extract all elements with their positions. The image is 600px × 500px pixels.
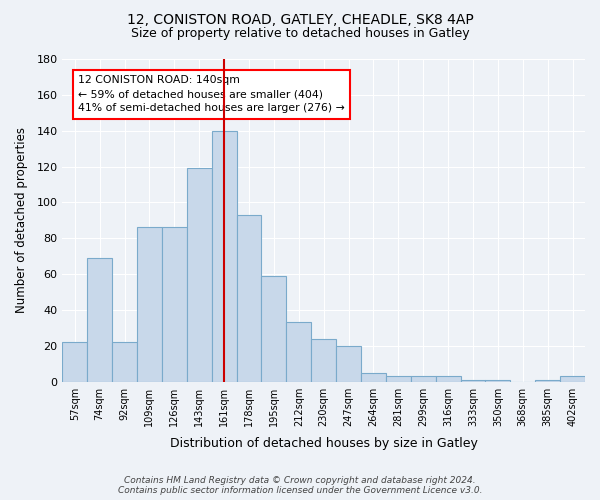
Bar	[87, 258, 112, 382]
Bar	[262, 276, 286, 382]
Bar	[560, 376, 585, 382]
Bar	[436, 376, 461, 382]
Text: 12 CONISTON ROAD: 140sqm
← 59% of detached houses are smaller (404)
41% of semi-: 12 CONISTON ROAD: 140sqm ← 59% of detach…	[78, 75, 345, 113]
Bar	[286, 322, 311, 382]
Bar	[485, 380, 511, 382]
Bar	[212, 130, 236, 382]
Bar	[386, 376, 411, 382]
Bar	[187, 168, 212, 382]
Bar	[162, 228, 187, 382]
X-axis label: Distribution of detached houses by size in Gatley: Distribution of detached houses by size …	[170, 437, 478, 450]
Y-axis label: Number of detached properties: Number of detached properties	[15, 128, 28, 314]
Text: Size of property relative to detached houses in Gatley: Size of property relative to detached ho…	[131, 28, 469, 40]
Bar	[535, 380, 560, 382]
Text: 12, CONISTON ROAD, GATLEY, CHEADLE, SK8 4AP: 12, CONISTON ROAD, GATLEY, CHEADLE, SK8 …	[127, 12, 473, 26]
Bar	[461, 380, 485, 382]
Bar	[62, 342, 87, 382]
Bar	[236, 215, 262, 382]
Bar	[112, 342, 137, 382]
Bar	[336, 346, 361, 382]
Bar	[361, 372, 386, 382]
Bar	[137, 228, 162, 382]
Text: Contains HM Land Registry data © Crown copyright and database right 2024.
Contai: Contains HM Land Registry data © Crown c…	[118, 476, 482, 495]
Bar	[411, 376, 436, 382]
Bar	[311, 338, 336, 382]
